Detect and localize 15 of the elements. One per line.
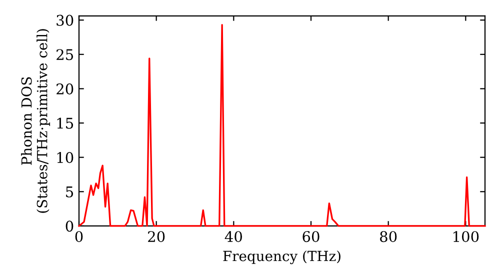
y-tick-label: 15 xyxy=(57,118,74,129)
y-tick-label: 0 xyxy=(66,220,74,232)
x-tick-label: 40 xyxy=(224,231,242,242)
x-axis-title: Frequency (THz) xyxy=(223,250,340,264)
y-tick-label: 20 xyxy=(56,83,74,94)
y-tick-label: 10 xyxy=(57,152,74,164)
x-tick-label: 0 xyxy=(75,231,83,242)
x-tick-label: 60 xyxy=(302,231,320,242)
x-tick-label: 80 xyxy=(380,231,397,242)
y-tick-label: 30 xyxy=(56,14,74,26)
y-tick-label: 5 xyxy=(66,186,74,198)
x-tick-label: 100 xyxy=(454,231,479,242)
y-axis-title: Phonon DOS (States/THz·primitive cell) xyxy=(21,29,50,213)
y-tick-label: 25 xyxy=(56,49,74,60)
x-tick-label: 20 xyxy=(148,231,165,242)
